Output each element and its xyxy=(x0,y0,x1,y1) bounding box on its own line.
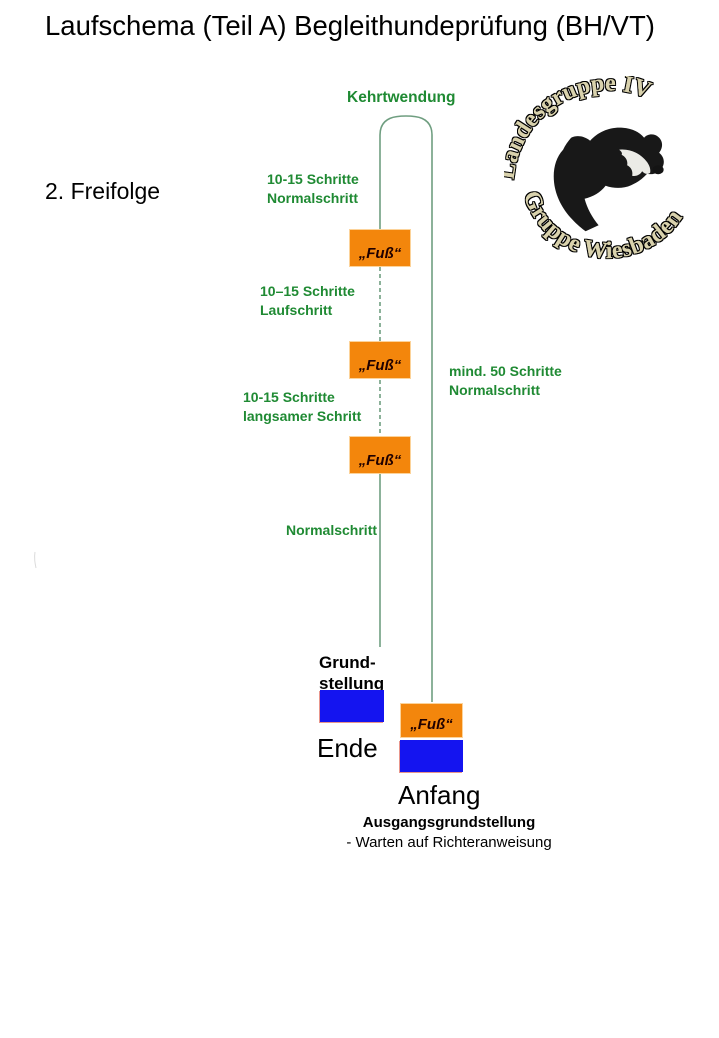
svg-text:Gruppe Wiesbaden: Gruppe Wiesbaden xyxy=(518,187,688,265)
